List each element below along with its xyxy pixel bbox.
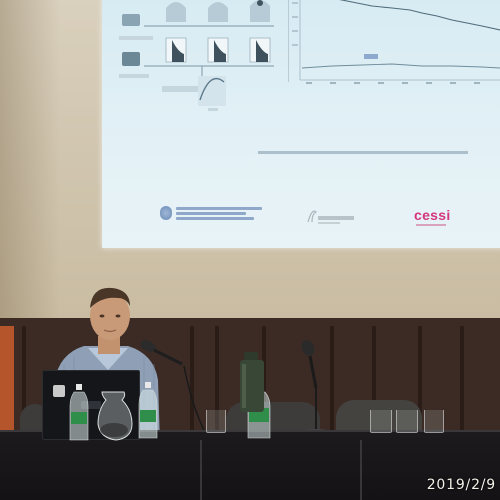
- seal-icon: [160, 206, 172, 220]
- wall-shadow: [0, 0, 60, 322]
- argentina-government-logo: [160, 204, 270, 226]
- conference-table: [0, 432, 500, 500]
- tablecloth-fold: [360, 440, 362, 500]
- stage-slat: [372, 326, 376, 438]
- stage-slat: [190, 326, 194, 438]
- stage-slat: [330, 326, 334, 438]
- slide-diagram: [119, 0, 274, 111]
- cessi-logo: cessi: [414, 207, 451, 223]
- slide-caption: [258, 151, 468, 154]
- chart-series-line: [301, 63, 500, 69]
- chart-label-marker: [364, 54, 378, 59]
- water-bottle: [138, 382, 158, 439]
- stage-slat: [418, 326, 422, 438]
- laptop-logo: [81, 401, 101, 409]
- speaker-hair: [90, 287, 130, 308]
- drinking-glass: [424, 410, 444, 433]
- stage-slat: [215, 326, 219, 438]
- water-pitcher: [97, 391, 133, 441]
- drinking-glass: [370, 410, 392, 433]
- slide-line-chart: [292, 0, 500, 84]
- projected-slide: cessi: [102, 0, 500, 248]
- photo-date-stamp: 2019/2/9: [426, 477, 496, 493]
- tablecloth-fold: [200, 440, 202, 500]
- drinking-glass: [206, 410, 226, 433]
- cessi-logo-tagline: [416, 224, 446, 226]
- speaker-face: [90, 292, 130, 340]
- drinking-glass: [396, 410, 418, 433]
- diagram-node-icon: [122, 14, 140, 26]
- chart-series-line: [339, 0, 500, 31]
- thermos: [240, 352, 264, 412]
- stage-slat: [460, 326, 464, 438]
- water-bottle: [69, 384, 89, 441]
- laptop-sticker: [53, 385, 65, 397]
- unitec-logo: [307, 210, 354, 224]
- slide-divider: [288, 0, 289, 82]
- diagram-node-icon: [122, 52, 140, 66]
- stage-slat: [22, 326, 26, 438]
- table-microphone: [301, 340, 330, 435]
- stage-slat: [0, 326, 14, 438]
